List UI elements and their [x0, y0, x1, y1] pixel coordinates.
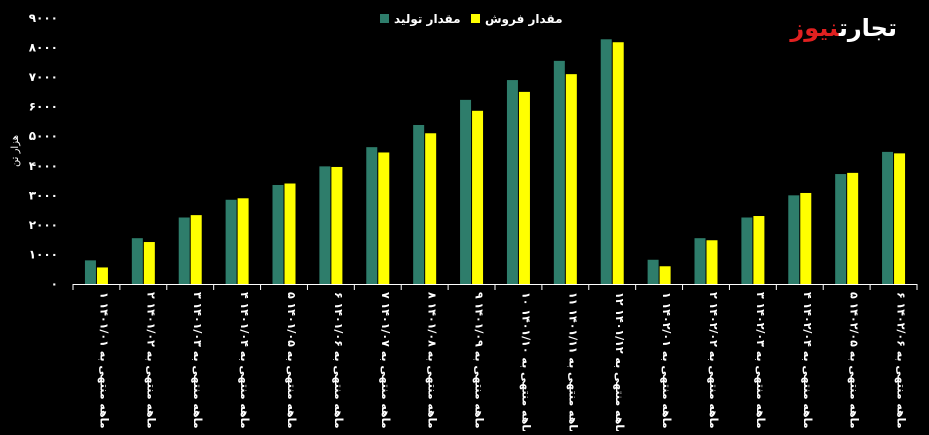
bar-production	[553, 60, 565, 284]
legend-swatch-sales	[471, 14, 480, 23]
bar-production	[178, 217, 190, 284]
legend-label-sales: مقدار فروش	[485, 12, 563, 27]
x-tick-label: ۵ ماهه منتهی به ۱۴۰۱/۰۵	[285, 292, 298, 429]
y-tick-label: ۹۰۰۰	[29, 11, 58, 25]
x-tick-label: ۹ ماهه منتهی به ۱۴۰۱/۰۹	[473, 292, 486, 429]
x-tick-label: ۶ ماهه منتهی به ۱۴۰۱/۰۶	[332, 292, 345, 429]
bar-production	[506, 80, 518, 284]
bar-sales	[565, 74, 577, 285]
bar-sales	[284, 183, 296, 284]
bar-production	[600, 39, 612, 284]
bar-sales	[706, 240, 718, 284]
brand-logo-accent: نیوز	[790, 14, 839, 42]
bar-sales	[847, 172, 859, 284]
x-tick-label: ۳ ماهه منتهی به ۱۴۰۲/۰۳	[754, 292, 767, 429]
bar-sales	[753, 216, 765, 284]
x-tick-label: ۴ ماهه منتهی به ۱۴۰۱/۰۴	[238, 292, 251, 429]
x-axis: ۱ ماهه منتهی به ۱۴۰۱/۰۱ ۲ ماهه منتهی به ۱…	[72, 284, 918, 435]
x-tick-label: ۳ ماهه منتهی به ۱۴۰۱/۰۳	[191, 292, 204, 429]
bar-production	[131, 238, 143, 284]
bar-production	[272, 184, 284, 284]
x-tick-label: ۶ ماهه منتهی به ۱۴۰۲/۰۶	[895, 292, 908, 429]
y-tick-label: ۸۰۰۰	[29, 41, 58, 55]
x-tick-label: ۲ ماهه منتهی به ۱۴۰۲/۰۲	[707, 292, 720, 429]
bar-production	[647, 259, 659, 284]
bar-sales	[425, 133, 437, 284]
bar-production	[741, 217, 753, 284]
bar-production	[694, 238, 706, 284]
x-tick-label: ۱۱ ماهه منتهی به ۱۴۰۱/۱۱	[566, 292, 579, 431]
x-tick-label: ۸ ماهه منتهی به ۱۴۰۱/۰۸	[426, 292, 439, 429]
bar-production	[225, 199, 237, 284]
legend-swatch-production	[380, 14, 389, 23]
y-tick-label: ۱۰۰۰	[29, 247, 58, 261]
y-tick-label: ۴۰۰۰	[29, 159, 58, 173]
bar-production	[882, 151, 894, 284]
bar-production	[413, 124, 425, 284]
x-tick-label: ۵ ماهه منتهی به ۱۴۰۲/۰۵	[848, 292, 861, 429]
bar-production	[366, 147, 378, 284]
bar-sales	[143, 242, 155, 284]
chart-legend: مقدار تولید مقدار فروش	[380, 12, 563, 27]
y-axis: ۰ ۱۰۰۰ ۲۰۰۰ ۳۰۰۰ ۴۰۰۰ ۵۰۰۰ ۶۰۰۰ ۷۰۰۰ ۸۰۰۰ ۹۰۰۰ هزا…	[10, 11, 58, 291]
y-tick-label: ۶۰۰۰	[29, 100, 58, 114]
bar-sales	[894, 153, 906, 284]
x-tick-label: ۱ ماهه منتهی به ۱۴۰۱/۰۱	[97, 292, 110, 429]
bar-sales	[237, 198, 249, 284]
bar-sales	[659, 266, 671, 284]
bar-sales	[472, 110, 484, 284]
bar-sales	[612, 42, 624, 285]
bar-sales	[331, 166, 343, 284]
x-tick-label: ۲ ماهه منتهی به ۱۴۰۱/۰۲	[144, 292, 157, 429]
bar-sales	[96, 267, 108, 284]
y-tick-label: ۰	[51, 277, 58, 291]
y-tick-label: ۵۰۰۰	[29, 129, 58, 143]
bar-production	[460, 99, 472, 284]
x-tick-label: ۱۲ ماهه منتهی به ۱۴۰۱/۱۲	[613, 292, 626, 431]
bar-production	[84, 260, 96, 284]
y-tick-label: ۲۰۰۰	[29, 218, 58, 232]
y-axis-title: هزار تن	[10, 135, 21, 167]
x-tick-label: ۱۰ ماهه منتهی به ۱۴۰۱/۱۰	[519, 292, 532, 431]
bar-sales	[518, 91, 530, 284]
x-tick-label: ۱ ماهه منتهی به ۱۴۰۲/۰۱	[660, 292, 673, 429]
bar-sales	[378, 152, 390, 284]
legend-label-production: مقدار تولید	[394, 12, 461, 27]
brand-logo: تجارتنیوز	[790, 14, 897, 42]
x-tick-label: ۴ ماهه منتهی به ۱۴۰۲/۰۴	[801, 292, 814, 429]
x-tick-label: ۷ ماهه منتهی به ۱۴۰۱/۰۷	[379, 292, 392, 429]
bar-production	[835, 174, 847, 284]
bar-production	[788, 195, 800, 284]
y-tick-label: ۳۰۰۰	[29, 188, 58, 202]
bar-sales	[800, 192, 812, 284]
bar-production	[319, 166, 331, 284]
y-tick-label: ۷۰۰۰	[29, 70, 58, 84]
bar-sales	[190, 215, 202, 284]
bars-group	[84, 39, 906, 285]
brand-logo-prefix: تجارت	[838, 14, 897, 42]
